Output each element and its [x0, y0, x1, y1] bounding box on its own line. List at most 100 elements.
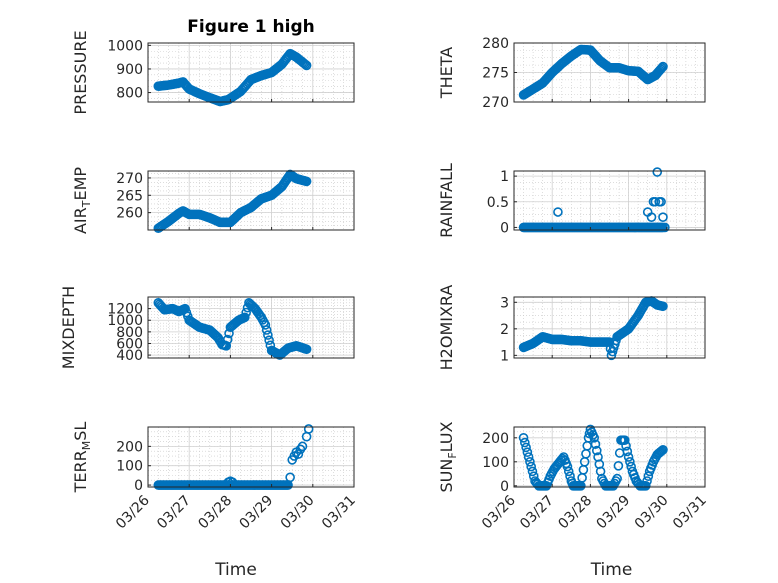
y-tick-label: 0 — [134, 478, 143, 494]
x-tick-label: 03/29 — [237, 493, 277, 533]
y-tick-label: 200 — [116, 439, 143, 455]
data-point — [527, 466, 538, 477]
y-axis-label: TERRMSL — [71, 422, 93, 494]
data-point — [222, 334, 233, 345]
data-point — [657, 445, 667, 456]
x-tick-label: 03/30 — [278, 493, 318, 533]
data-point — [221, 340, 232, 351]
data-point — [658, 61, 668, 72]
y-tick-label: 200 — [482, 431, 509, 447]
data-point — [591, 445, 602, 456]
y-tick-label: 400 — [116, 348, 143, 364]
x-tick-label: 03/28 — [195, 493, 235, 533]
data-point — [300, 59, 311, 70]
data-point — [293, 449, 304, 459]
x-tick-label: 03/30 — [632, 493, 672, 533]
data-point — [297, 441, 308, 452]
x-tick-label: 03/27 — [517, 493, 557, 533]
y-axis-label: RAINFALL — [437, 163, 456, 238]
y-tick-label: 800 — [116, 325, 143, 341]
data-point — [646, 212, 657, 222]
data-point — [655, 64, 666, 74]
subplot-h2omixra: 1 2 3 H2OMIXRA — [437, 285, 706, 371]
y-tick-label: 280 — [482, 36, 509, 52]
data-point — [522, 447, 533, 458]
y-axis-label: MIXDEPTH — [59, 286, 78, 369]
y-tick-label: 0.5 — [487, 195, 509, 211]
axes-background — [148, 43, 354, 102]
data-point — [303, 424, 314, 434]
data-point — [657, 63, 667, 73]
data-point — [640, 480, 651, 491]
y-tick-label: 800 — [116, 86, 143, 102]
y-tick-label: 900 — [116, 62, 143, 78]
x-axis-label: Time — [214, 560, 257, 580]
y-tick-label: 3 — [500, 295, 509, 311]
data-point — [658, 212, 668, 222]
data-point — [526, 461, 536, 472]
data-point — [625, 456, 635, 467]
data-point — [240, 312, 250, 323]
data-point — [622, 446, 633, 457]
chart-title: Figure 1 high — [187, 17, 315, 37]
data-point — [563, 466, 574, 477]
data-point — [260, 320, 271, 330]
y-axis-label: AIRTEMP — [71, 167, 93, 234]
data-point — [642, 476, 652, 486]
x-tick-label: 03/31 — [670, 493, 710, 533]
data-point — [518, 432, 529, 443]
x-tick-label: 03/28 — [555, 493, 595, 533]
axes-frame — [513, 426, 706, 488]
data-point — [613, 460, 624, 471]
data-point — [589, 432, 600, 443]
y-tick-label: 0 — [500, 479, 509, 495]
data-point — [623, 452, 634, 462]
y-tick-label: 275 — [482, 66, 509, 82]
y-tick-label: 0 — [500, 220, 509, 236]
x-tick-label: 03/26 — [479, 492, 519, 532]
data-point — [652, 167, 663, 177]
axes-frame — [147, 296, 355, 359]
data-point — [658, 444, 668, 455]
y-axis-label: H2OMIXRA — [437, 285, 456, 371]
data-point — [520, 437, 530, 448]
y-axis-label: SUNFLUX — [437, 421, 459, 492]
y-axis-label: THETA — [437, 47, 456, 99]
data-point — [264, 335, 274, 346]
y-tick-label: 1000 — [107, 38, 143, 54]
y-axis-label: PRESSURE — [71, 30, 90, 114]
x-tick-label: 03/31 — [319, 493, 359, 533]
y-tick-label: 1 — [500, 169, 509, 185]
x-axis-label: Time — [590, 560, 633, 580]
y-tick-label: 1200 — [107, 302, 143, 318]
subplot-pressure: 800 900 1000 PRESSURE Figure 1 high — [71, 17, 355, 115]
data-point — [523, 452, 534, 462]
data-point — [301, 344, 312, 355]
data-point — [650, 196, 661, 207]
data-point — [656, 196, 666, 207]
subplot-rainfall: 0 0.5 1 RAINFALL — [437, 163, 706, 238]
y-tick-label: 270 — [482, 95, 509, 111]
x-tick-label: 03/26 — [113, 492, 153, 532]
y-tick-label: 1 — [500, 348, 509, 364]
axes-frame — [147, 42, 355, 103]
data-point — [261, 325, 272, 335]
data-point — [553, 207, 563, 217]
axes-frame — [147, 170, 355, 231]
data-point — [301, 176, 312, 187]
y-tick-label: 100 — [116, 459, 143, 475]
data-point — [655, 446, 666, 457]
y-tick-label: 260 — [116, 206, 143, 222]
data-point — [621, 440, 631, 451]
y-tick-label: 270 — [116, 171, 143, 187]
y-tick-label: 600 — [116, 336, 143, 352]
data-point — [521, 442, 531, 453]
data-point — [285, 472, 295, 483]
data-point — [619, 435, 630, 446]
subplot-theta: 270 275 280 THETA — [437, 36, 706, 111]
data-point — [301, 60, 312, 71]
axes-frame — [513, 296, 706, 359]
